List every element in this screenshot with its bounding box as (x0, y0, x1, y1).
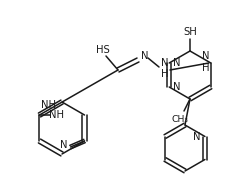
Text: N: N (193, 131, 201, 142)
Text: HS: HS (96, 45, 110, 55)
Text: CH₃: CH₃ (172, 115, 188, 124)
Text: N: N (202, 51, 210, 61)
Text: N: N (173, 58, 181, 68)
Text: SH: SH (183, 27, 197, 37)
Text: H: H (202, 63, 210, 73)
Text: N: N (60, 140, 67, 150)
Text: NH: NH (41, 100, 56, 110)
Text: N: N (141, 51, 149, 61)
Text: H: H (161, 69, 169, 79)
Text: N: N (173, 82, 181, 92)
Text: N: N (161, 58, 169, 68)
Text: NH: NH (49, 110, 64, 120)
